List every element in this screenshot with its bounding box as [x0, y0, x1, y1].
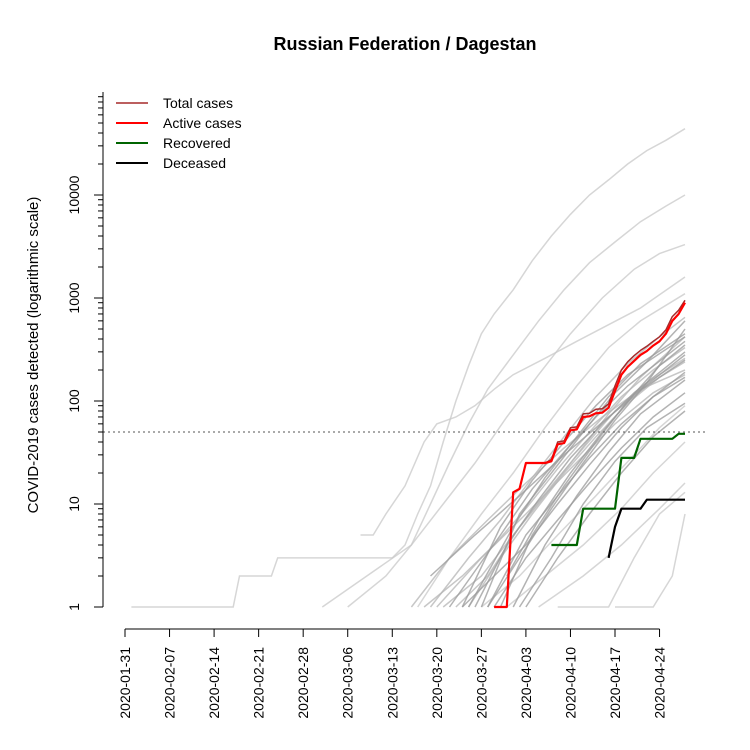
y-tick-label: 1	[66, 603, 82, 611]
legend-item-recovered: Recovered	[116, 135, 231, 151]
chart-title: Russian Federation / Dagestan	[273, 34, 536, 54]
x-tick-label: 2020-02-28	[295, 647, 311, 719]
x-tick-label: 2020-02-14	[206, 647, 222, 719]
axes: 1 10 100 1000 10000 2020-01-31 2020-02-07 2020-…	[66, 92, 668, 719]
legend-item-deceased: Deceased	[116, 155, 226, 171]
background-series-line	[506, 354, 686, 577]
legend-label-recovered: Recovered	[163, 135, 231, 151]
background-series-line	[417, 293, 686, 608]
x-tick-label: 2020-03-13	[384, 647, 400, 719]
x-tick-label: 2020-04-03	[518, 647, 534, 719]
x-tick-label: 2020-03-20	[429, 647, 445, 719]
background-series-line	[131, 128, 686, 608]
y-tick-label: 10	[66, 496, 82, 512]
highlighted-series-layer	[494, 299, 686, 609]
background-series-line	[429, 316, 686, 608]
y-tick-label: 100	[66, 389, 82, 413]
background-series-line	[518, 402, 686, 608]
background-series-line	[499, 344, 686, 608]
legend-item-total: Total cases	[116, 95, 233, 111]
series-deceased	[607, 498, 685, 559]
x-tick-label: 2020-04-17	[607, 647, 623, 719]
x-tick-label: 2020-04-10	[562, 647, 578, 719]
background-series-line	[467, 333, 686, 608]
legend-label-deceased: Deceased	[163, 155, 226, 171]
background-series-line	[615, 513, 686, 608]
background-series-line	[480, 405, 686, 608]
background-series-line	[429, 359, 686, 577]
background-series-line	[493, 392, 686, 608]
background-series-line	[487, 328, 686, 608]
x-tick-label: 2020-03-06	[340, 647, 356, 719]
legend: Total cases Active cases Recovered Decea…	[116, 95, 242, 171]
legend-item-active: Active cases	[116, 115, 242, 131]
series-active-cases	[494, 302, 686, 609]
background-series-line	[347, 194, 686, 608]
background-series-line	[512, 379, 686, 608]
y-axis-label: COVID-2019 cases detected (logarithmic s…	[25, 197, 42, 514]
background-series-line	[474, 351, 686, 608]
x-tick-label: 2020-02-07	[162, 647, 178, 719]
background-series-line	[557, 491, 686, 608]
background-series-line	[487, 371, 686, 608]
series-recovered	[551, 432, 685, 547]
background-series-layer	[131, 128, 686, 608]
background-series-line	[436, 374, 686, 608]
x-tick-label: 2020-04-24	[652, 647, 668, 719]
background-series-line	[423, 346, 686, 608]
y-tick-label: 10000	[66, 175, 82, 214]
x-tick-label: 2020-03-27	[473, 647, 489, 719]
background-series-line	[506, 441, 686, 608]
x-tick-label: 2020-01-31	[117, 647, 133, 719]
x-tick-label: 2020-02-21	[251, 647, 267, 719]
background-series-line	[360, 276, 686, 536]
background-series-line	[321, 243, 686, 608]
legend-label-active: Active cases	[163, 115, 242, 131]
legend-label-total: Total cases	[163, 95, 233, 111]
y-tick-label: 1000	[66, 282, 82, 313]
